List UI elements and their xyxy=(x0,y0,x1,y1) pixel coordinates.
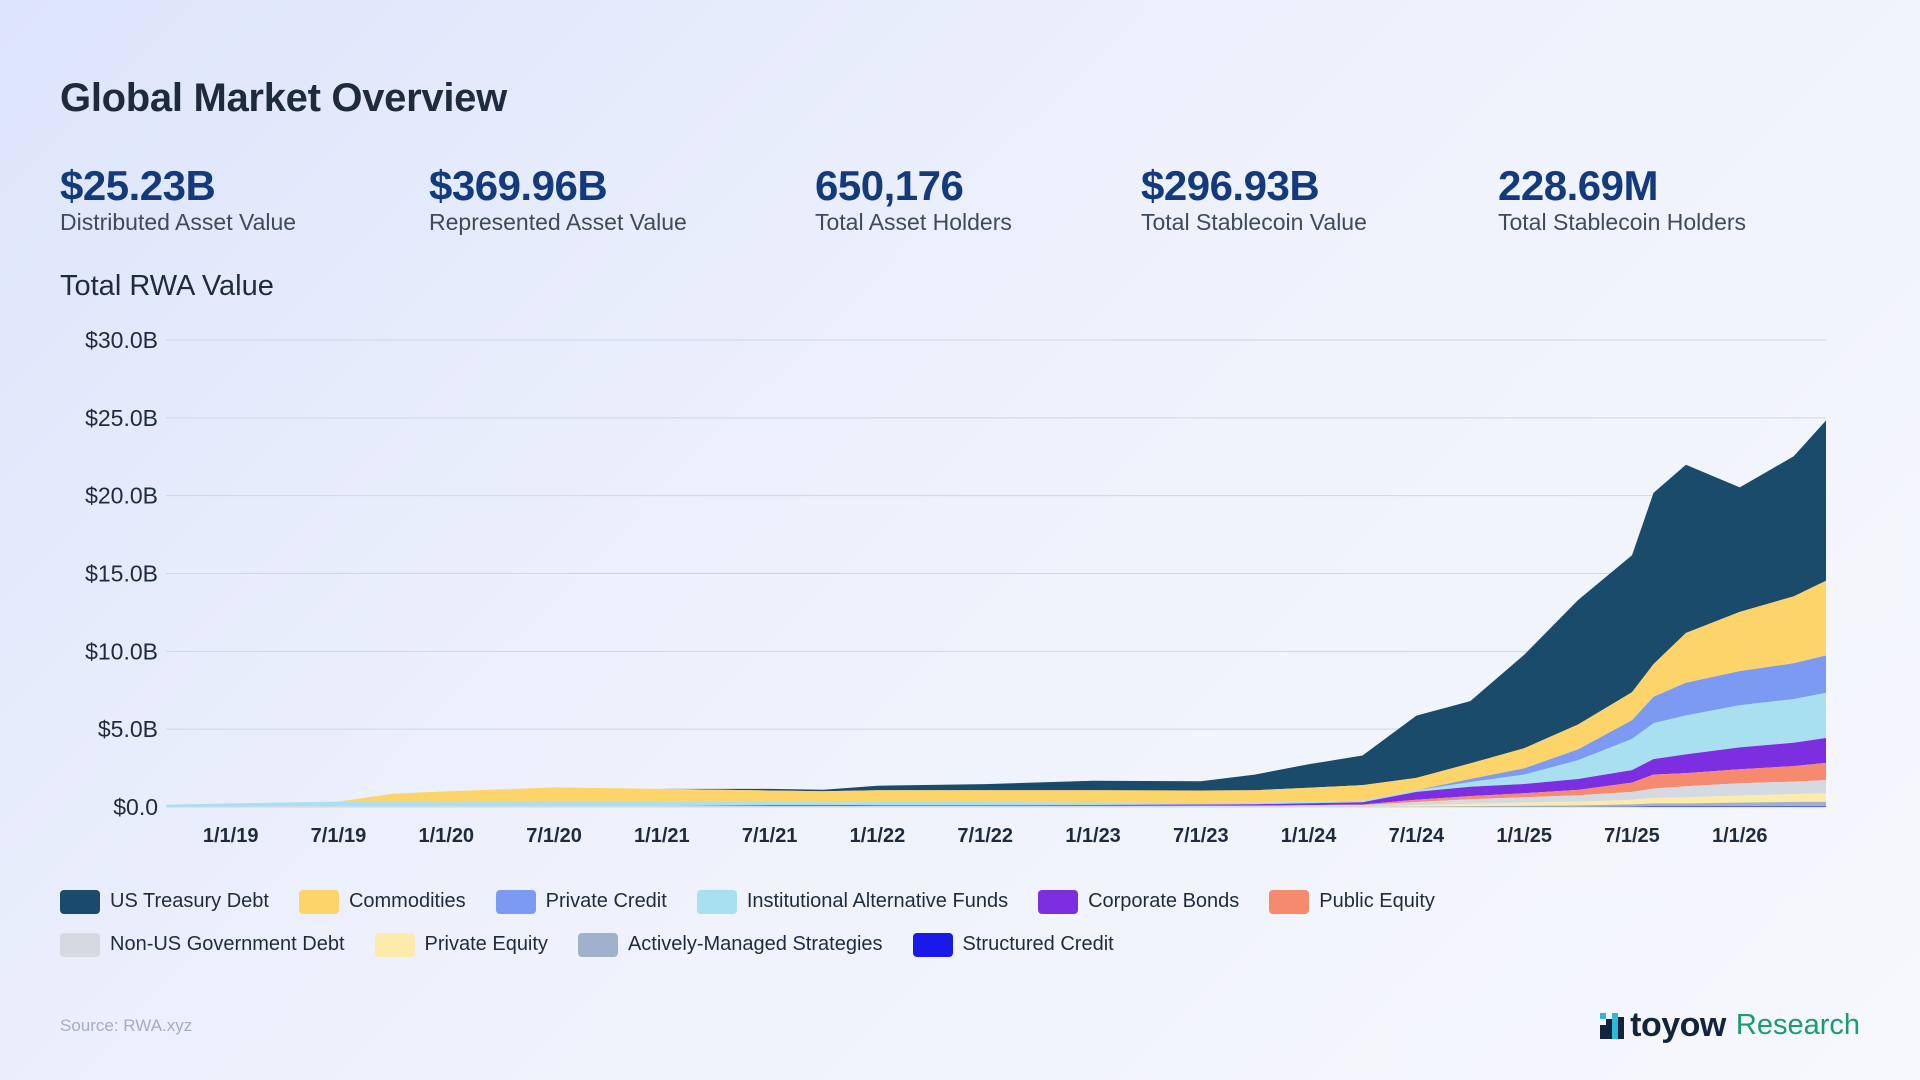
area-structured-credit xyxy=(166,806,1826,807)
stat-label: Distributed Asset Value xyxy=(60,209,297,235)
legend-item-structured-credit: Structured Credit xyxy=(912,932,1114,957)
x-tick-label: 1/1/22 xyxy=(850,825,906,847)
stat-value: $25.23B xyxy=(60,162,216,209)
x-tick-label: 7/1/21 xyxy=(742,825,798,847)
x-tick-label: 1/1/20 xyxy=(418,825,474,847)
x-tick-label: 7/1/25 xyxy=(1604,825,1660,847)
stat-label: Total Stablecoin Value xyxy=(1141,209,1367,235)
y-tick-label: $10.0B xyxy=(85,638,158,664)
legend-row: US Treasury Debt Commodities Private Credi… xyxy=(60,880,1760,923)
stat-value: 650,176 xyxy=(815,162,964,209)
legend-swatch xyxy=(495,889,536,914)
stat-total-stablecoin-holders: 228.69M Total Stablecoin Holders xyxy=(1498,162,1747,236)
stat-total-stablecoin-value: $296.93B Total Stablecoin Value xyxy=(1141,162,1367,236)
y-tick-label: $15.0B xyxy=(85,561,158,587)
legend-item-corporate-bonds: Corporate Bonds xyxy=(1038,889,1240,914)
legend-swatch xyxy=(577,932,618,957)
x-tick-label: 7/1/23 xyxy=(1173,825,1229,847)
x-tick-label: 7/1/20 xyxy=(526,825,582,847)
y-tick-label: $0.0 xyxy=(113,794,158,820)
brand-name: toyow xyxy=(1630,1006,1726,1044)
legend-label: Institutional Alternative Funds xyxy=(746,890,1009,912)
stat-value: 228.69M xyxy=(1498,162,1658,209)
legend-swatch xyxy=(1038,889,1079,914)
stat-label: Total Asset Holders xyxy=(815,209,1012,235)
source-note: Source: RWA.xyz xyxy=(60,1016,193,1035)
legend-item-private-equity: Private Equity xyxy=(374,932,548,957)
chart-y-axis: $0.0 $5.0B $10.0B $15.0B $20.0B $25.0B $30.0B xyxy=(85,327,158,820)
x-tick-label: 1/1/25 xyxy=(1496,825,1552,847)
total-rwa-value-chart: $0.0$5.0B$10.0B$15.0B$20.0B$25.0B$30.0B … xyxy=(85,327,1826,847)
chart-x-axis: 1/1/19 7/1/19 1/1/20 7/1/20 1/1/21 7/1/21 1/1/… xyxy=(203,825,1768,847)
area-actively-managed-strategies xyxy=(166,801,1826,807)
stat-total-asset-holders: 650,176 Total Asset Holders xyxy=(815,162,1012,236)
legend-label: Commodities xyxy=(348,890,466,912)
x-tick-label: 1/1/26 xyxy=(1712,825,1768,847)
legend-label: Actively-Managed Strategies xyxy=(627,933,883,955)
stat-label: Represented Asset Value xyxy=(429,209,687,235)
y-tick-label: $20.0B xyxy=(85,483,158,509)
chart-title: Total RWA Value xyxy=(60,270,274,302)
legend-item-public-equity: Public Equity xyxy=(1269,889,1435,914)
legend-item-institutional-alternative-funds: Institutional Alternative Funds xyxy=(696,889,1009,914)
y-tick-label: $25.0B xyxy=(85,405,158,431)
x-tick-label: 1/1/23 xyxy=(1065,825,1121,847)
page-title: Global Market Overview xyxy=(60,76,507,120)
brand-logo: toyow Research xyxy=(1600,1006,1860,1045)
legend-label: Structured Credit xyxy=(962,933,1114,955)
legend-item-non-us-government-debt: Non-US Government Debt xyxy=(60,932,345,957)
legend-label: Non-US Government Debt xyxy=(110,933,345,955)
legend-swatch xyxy=(912,932,953,957)
chart-legend: US Treasury Debt Commodities Private Credi… xyxy=(60,880,1760,966)
toyow-logo-icon xyxy=(1600,1012,1625,1039)
stat-distributed-asset-value: $25.23B Distributed Asset Value xyxy=(60,162,297,236)
stat-label: Total Stablecoin Holders xyxy=(1498,209,1747,235)
brand-suffix: Research xyxy=(1735,1009,1860,1041)
x-tick-label: 1/1/19 xyxy=(203,825,259,847)
stat-value: $369.96B xyxy=(429,162,608,209)
legend-label: US Treasury Debt xyxy=(110,890,269,912)
x-tick-label: 7/1/19 xyxy=(311,825,367,847)
stat-represented-asset-value: $369.96B Represented Asset Value xyxy=(429,162,687,236)
x-tick-label: 7/1/24 xyxy=(1389,825,1445,847)
y-tick-label: $30.0B xyxy=(85,327,158,353)
legend-item-actively-managed-strategies: Actively-Managed Strategies xyxy=(577,932,883,957)
legend-label: Public Equity xyxy=(1319,890,1435,912)
y-tick-label: $5.0B xyxy=(98,716,158,742)
legend-swatch xyxy=(1269,889,1310,914)
chart-areas xyxy=(166,420,1826,807)
legend-swatch xyxy=(374,932,415,957)
legend-label: Corporate Bonds xyxy=(1088,890,1240,912)
x-tick-label: 1/1/24 xyxy=(1281,825,1337,847)
legend-swatch xyxy=(696,889,737,914)
legend-item-us-treasury-debt: US Treasury Debt xyxy=(60,889,269,914)
legend-label: Private Credit xyxy=(545,890,667,912)
legend-swatch xyxy=(298,889,339,914)
legend-swatch xyxy=(60,889,100,914)
legend-label: Private Equity xyxy=(424,933,548,955)
x-tick-label: 7/1/22 xyxy=(957,825,1013,847)
legend-row: Non-US Government Debt Private Equity Acti… xyxy=(60,923,1760,966)
stat-value: $296.93B xyxy=(1141,162,1320,209)
legend-swatch xyxy=(60,932,100,957)
x-tick-label: 1/1/21 xyxy=(634,825,690,847)
legend-item-private-credit: Private Credit xyxy=(495,889,667,914)
legend-item-commodities: Commodities xyxy=(298,889,466,914)
